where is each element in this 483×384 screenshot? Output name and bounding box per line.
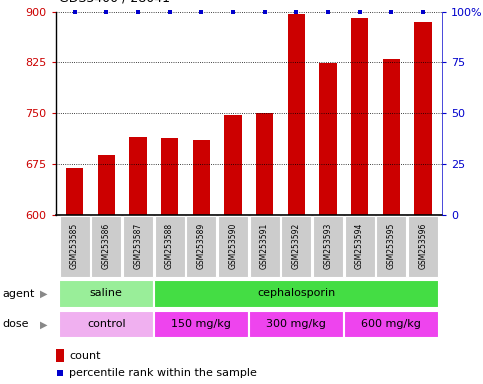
Bar: [351, 18, 369, 215]
Bar: [249, 311, 344, 338]
Text: GSM253596: GSM253596: [418, 222, 427, 269]
Text: GSM253586: GSM253586: [102, 222, 111, 268]
Text: control: control: [87, 319, 126, 329]
Text: GDS3400 / 28041: GDS3400 / 28041: [59, 0, 170, 5]
Bar: [186, 216, 216, 277]
Text: GSM253592: GSM253592: [292, 222, 301, 268]
Bar: [59, 216, 89, 277]
Text: GSM253585: GSM253585: [70, 222, 79, 268]
Text: GSM253589: GSM253589: [197, 222, 206, 268]
Bar: [66, 167, 83, 215]
Bar: [344, 311, 439, 338]
Text: agent: agent: [2, 289, 35, 299]
Text: GSM253591: GSM253591: [260, 222, 269, 268]
Bar: [313, 216, 343, 277]
Text: GSM253590: GSM253590: [228, 222, 238, 269]
Bar: [161, 138, 178, 215]
Bar: [123, 216, 153, 277]
Text: 600 mg/kg: 600 mg/kg: [361, 319, 421, 329]
Bar: [319, 63, 337, 215]
Bar: [155, 216, 185, 277]
Bar: [287, 13, 305, 215]
Bar: [281, 216, 312, 277]
Text: ▶: ▶: [40, 289, 48, 299]
Bar: [408, 216, 438, 277]
Text: ▶: ▶: [40, 319, 48, 329]
Bar: [376, 216, 406, 277]
Bar: [193, 141, 210, 215]
Bar: [56, 349, 64, 362]
Bar: [154, 280, 439, 308]
Text: dose: dose: [2, 319, 29, 329]
Bar: [256, 113, 273, 215]
Text: GSM253594: GSM253594: [355, 222, 364, 269]
Bar: [59, 311, 154, 338]
Bar: [91, 216, 121, 277]
Bar: [250, 216, 280, 277]
Text: count: count: [69, 351, 100, 361]
Bar: [129, 137, 147, 215]
Text: 150 mg/kg: 150 mg/kg: [171, 319, 231, 329]
Text: GSM253593: GSM253593: [324, 222, 332, 269]
Bar: [218, 216, 248, 277]
Text: saline: saline: [90, 288, 123, 298]
Bar: [59, 280, 154, 308]
Text: GSM253595: GSM253595: [387, 222, 396, 269]
Bar: [224, 115, 242, 215]
Bar: [154, 311, 249, 338]
Bar: [98, 156, 115, 215]
Text: percentile rank within the sample: percentile rank within the sample: [69, 368, 257, 378]
Text: GSM253587: GSM253587: [133, 222, 142, 268]
Bar: [383, 59, 400, 215]
Bar: [414, 22, 432, 215]
Text: 300 mg/kg: 300 mg/kg: [266, 319, 326, 329]
Bar: [344, 216, 375, 277]
Text: GSM253588: GSM253588: [165, 222, 174, 268]
Text: cephalosporin: cephalosporin: [257, 288, 335, 298]
